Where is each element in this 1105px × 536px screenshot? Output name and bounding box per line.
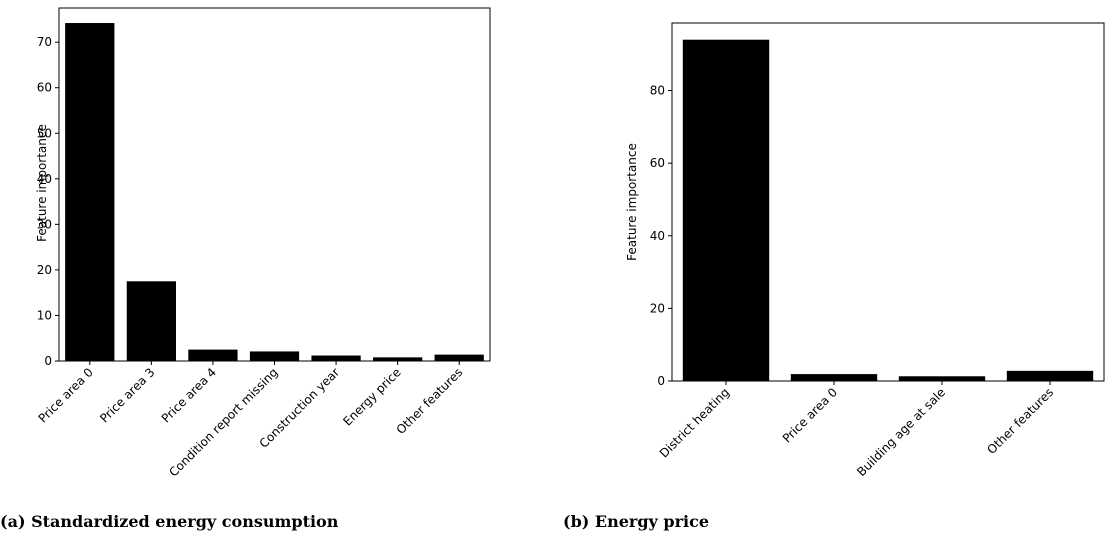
panel-b-xtick-label-1: Price area 0 [780, 385, 840, 445]
panel-a-ytick-label-2: 20 [37, 263, 52, 277]
panel-b-ytick-label-4: 80 [650, 84, 665, 98]
panel-a-xtick-label-6: Other features [394, 365, 466, 437]
panel-a-bar-1 [126, 281, 176, 361]
panel-b-plot-frame [671, 22, 1105, 382]
panel-a-ytick-label-4: 40 [37, 172, 52, 186]
panel-b-bar-0 [682, 39, 770, 382]
panel-a-ytick-label-0: 0 [44, 354, 52, 368]
panel-a-xtick-label-1: Price area 3 [97, 365, 157, 425]
panel-a-ytick-label-6: 60 [37, 81, 52, 95]
panel-a-ytick-label-3: 30 [37, 217, 52, 231]
panel-b-caption: (b) Energy price [563, 512, 709, 531]
panel-a-ytick-label-5: 50 [37, 126, 52, 140]
panel-b-chart: Feature importance 0 20 40 60 80 District hea… [563, 22, 1105, 531]
panel-b-xtick-label-3: Other features [984, 385, 1056, 457]
panel-b-bar-2 [898, 376, 986, 381]
panel-a-xtick-label-5: Energy price [340, 365, 403, 428]
panel-a-ylabel: Feature importance [35, 124, 49, 242]
panel-a-bar-4 [311, 355, 361, 361]
panel-a-xtick-label-2: Price area 4 [159, 365, 219, 425]
panel-a-caption: (a) Standardized energy consumption [0, 512, 339, 531]
panel-b-bar-3 [1006, 370, 1094, 381]
panel-b-ytick-label-0: 0 [657, 374, 665, 388]
panel-a-plot-frame [58, 7, 491, 362]
panel-b-ytick-label-1: 20 [650, 301, 665, 315]
panel-a-bar-0 [65, 23, 115, 361]
panel-a-bar-2 [188, 349, 238, 361]
panel-a-bar-3 [249, 351, 300, 361]
panel-b-bar-1 [790, 374, 878, 381]
panel-a-ytick-label-7: 70 [37, 35, 52, 49]
panel-a-bar-5 [373, 357, 423, 361]
panel-a-xtick-label-3: Condition report missing [166, 365, 280, 479]
panel-b-xtick-label-0: District heating [657, 385, 732, 460]
panel-b-ytick-label-3: 60 [650, 156, 665, 170]
panel-b-ytick-label-2: 40 [650, 229, 665, 243]
panel-b-xtick-label-2: Building age at sale [854, 385, 948, 479]
panel-a-ytick-label-1: 10 [37, 308, 52, 322]
panel-a-bar-6 [434, 354, 484, 361]
panel-a-chart: Feature importance 0 10 20 30 40 50 60 70 Price … [0, 7, 491, 531]
panel-a-xtick-label-0: Price area 0 [36, 365, 96, 425]
panel-b-ylabel: Feature importance [625, 143, 639, 261]
